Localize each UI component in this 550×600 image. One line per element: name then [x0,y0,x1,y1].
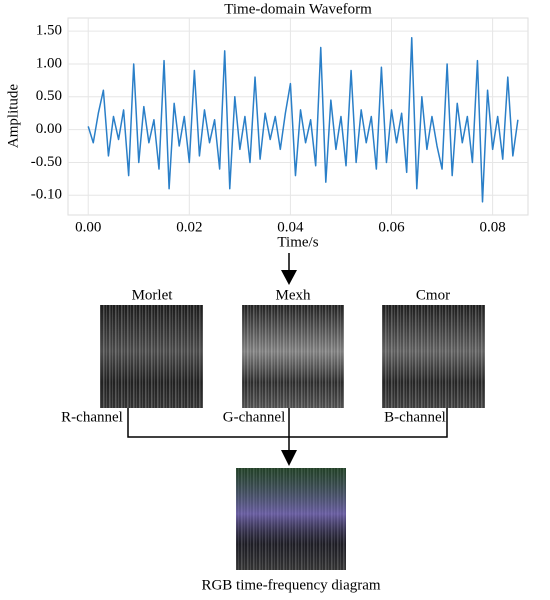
rgb-diagram-shading [236,468,346,570]
output-label: RGB time-frequency diagram [201,577,380,593]
channel-label: B-channel [384,409,446,425]
y-tick-label: -0.50 [31,154,62,170]
scalogram-shading [382,305,485,408]
y-tick-label: 0.00 [36,121,62,137]
wavelet-name: Mexh [276,287,311,303]
connector [127,408,448,438]
arrow-head [281,450,297,466]
y-tick-label: 0.50 [36,88,62,104]
waveform-line [87,36,519,203]
y-tick-label: -0.10 [31,187,62,203]
x-tick-label: 0.02 [176,219,202,235]
x-tick-label: 0.06 [378,219,405,235]
scalogram-shading [100,305,203,408]
x-tick-label: 0.08 [479,219,505,235]
wavelet-name: Cmor [416,287,450,303]
x-tick-label: 0.04 [277,219,304,235]
y-tick-label: 1.50 [36,23,62,39]
wavelet-name: Morlet [132,287,174,303]
chart-title: Time-domain Waveform [224,1,372,17]
y-tick-label: 1.00 [36,55,62,71]
x-axis-label: Time/s [277,234,318,250]
channel-label: G-channel [223,409,285,425]
x-tick-label: 0.00 [75,219,101,235]
channel-label: R-channel [61,409,123,425]
scalogram-shading [242,305,344,408]
waveform-chart: -0.10 -0.50 0.00 0.50 1.00 1.50 0.00 0.02 0.04 0.… [31,17,529,235]
y-axis-label: Amplitude [5,84,21,149]
arrow-head [281,270,297,285]
